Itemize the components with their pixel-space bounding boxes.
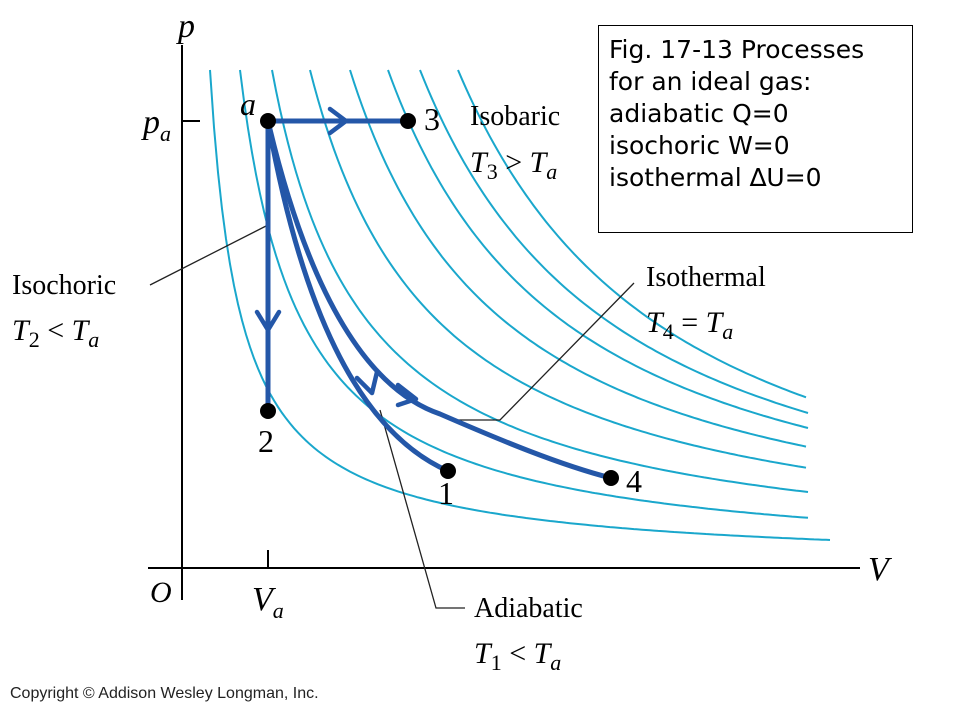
isotherm-curve [239,69,809,519]
state-point-2 [260,403,276,419]
caption-line-1: Fig. 17-13 Processes [609,35,865,64]
state-point-4 [603,470,619,486]
isothermal-title: Isothermal [646,262,766,293]
point-label-4: 4 [626,463,642,499]
point-label-3: 3 [424,101,440,137]
state-point-1 [440,463,456,479]
isochoric-relation: T2 < Ta [12,314,99,352]
adiabatic-leader [379,409,465,609]
isotherm-curve [271,69,809,493]
adiabatic-label: Adiabatic T1 < Ta [474,593,583,675]
isotherm-curves [209,69,831,541]
point-label-1: 1 [438,475,454,511]
caption-line-5: isothermal ∆U=0 [609,163,822,192]
isothermal-arrow [395,382,419,408]
isotherm-curve [457,69,807,399]
va-label: Va [252,581,284,623]
copyright-notice: Copyright © Addison Wesley Longman, Inc. [10,685,319,702]
adiabatic-arrow [354,369,380,396]
state-points [260,113,619,486]
isotherm-curve [209,69,831,541]
process-paths [265,118,614,481]
caption-line-2: for an ideal gas: [609,67,812,96]
point-label-a: a [240,86,256,122]
p-axis-label: p [176,8,195,45]
isotherm-curve [349,69,807,448]
point-label-2: 2 [258,423,274,459]
caption-line-3: adiabatic Q=0 [609,99,789,128]
adiabatic-path [265,118,451,474]
isotherm-curve [419,69,809,414]
axes [148,45,860,600]
caption-line-4: isochoric W=0 [609,131,790,160]
origin-label: O [150,576,172,609]
v-axis-label: V [868,551,893,588]
process-arrows [254,106,419,408]
isochoric-title: Isochoric [12,270,116,301]
isothermal-label: Isothermal T4 = Ta [646,262,766,344]
isothermal-path [265,118,614,481]
isochoric-label: Isochoric T2 < Ta [12,270,116,352]
isotherm-curve [309,69,807,469]
isobaric-relation: T3 > Ta [470,146,557,184]
state-point-3 [400,113,416,129]
isothermal-leader [455,282,635,421]
leader-lines [149,224,635,609]
isobaric-title: Isobaric [470,101,560,132]
isochoric-leader [149,224,269,286]
adiabatic-title: Adiabatic [474,593,583,624]
pa-label: pa [141,104,171,146]
isobaric-label: Isobaric T3 > Ta [470,101,560,184]
isotherm-curve [387,69,809,429]
adiabatic-relation: T1 < Ta [474,637,561,675]
isochoric-arrow [254,309,282,333]
isobaric-arrow [327,106,349,136]
state-point-a [260,113,276,129]
figure-caption-box: Fig. 17-13 Processes for an ideal gas: a… [598,25,913,233]
isothermal-relation: T4 = Ta [646,306,733,344]
